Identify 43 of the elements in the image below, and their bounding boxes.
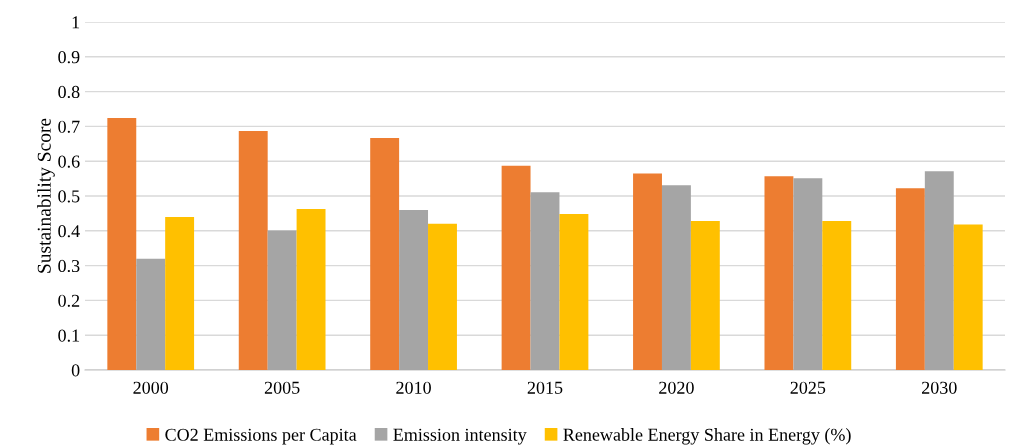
y-tick-label: 0.2 (58, 294, 80, 307)
bar (107, 118, 137, 370)
x-tick-label: 2010 (396, 381, 431, 394)
bar (924, 171, 954, 370)
y-tick-label: 0.3 (58, 259, 80, 273)
y-tick-label: 0.8 (58, 85, 80, 99)
bar (633, 173, 662, 370)
bar (267, 230, 297, 370)
bar (238, 130, 268, 370)
y-tick-label: 0.1 (58, 329, 80, 342)
bar (501, 165, 531, 370)
bar (690, 221, 720, 370)
bar (370, 137, 400, 370)
y-tick-label: 0.6 (58, 155, 80, 168)
x-tick-label: 2020 (659, 381, 694, 394)
y-axis-title: Sustainability Score (37, 118, 55, 273)
bar (661, 185, 691, 370)
bar (559, 214, 589, 370)
bar (895, 188, 925, 370)
y-tick-label: 0.4 (58, 225, 80, 238)
bar (793, 178, 823, 370)
bar (953, 224, 983, 370)
legend-label: CO2 Emissions per Capita (165, 428, 357, 445)
x-tick-label: 2005 (264, 381, 300, 394)
bar (764, 176, 794, 370)
bar (530, 192, 560, 370)
y-tick-label: 0.7 (58, 120, 80, 133)
legend-label: Renewable Energy Share in Energy (%) (563, 428, 851, 445)
bar (399, 209, 429, 370)
bar (136, 258, 166, 370)
x-tick-label: 2030 (922, 381, 957, 394)
bar (296, 208, 326, 370)
x-tick-label: 2015 (527, 381, 563, 394)
bar (165, 216, 195, 370)
y-tick-label: 1 (72, 16, 80, 29)
y-tick-label: 0 (71, 364, 80, 377)
x-tick-label: 2025 (790, 381, 826, 394)
bar (428, 223, 457, 370)
y-tick-label: 0.9 (58, 51, 80, 64)
x-tick-label: 2000 (133, 381, 169, 394)
y-tick-label: 0.5 (58, 190, 80, 203)
legend-label: Emission intensity (393, 428, 527, 445)
bar (822, 221, 852, 370)
